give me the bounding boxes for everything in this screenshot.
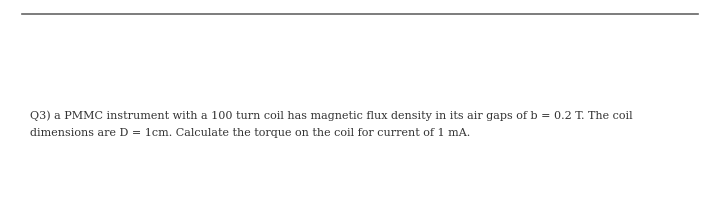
- Text: dimensions are D = 1cm. Calculate the torque on the coil for current of 1 mA.: dimensions are D = 1cm. Calculate the to…: [30, 128, 470, 138]
- Text: Q3) a PMMC instrument with a 100 turn coil has magnetic flux density in its air : Q3) a PMMC instrument with a 100 turn co…: [30, 110, 633, 121]
